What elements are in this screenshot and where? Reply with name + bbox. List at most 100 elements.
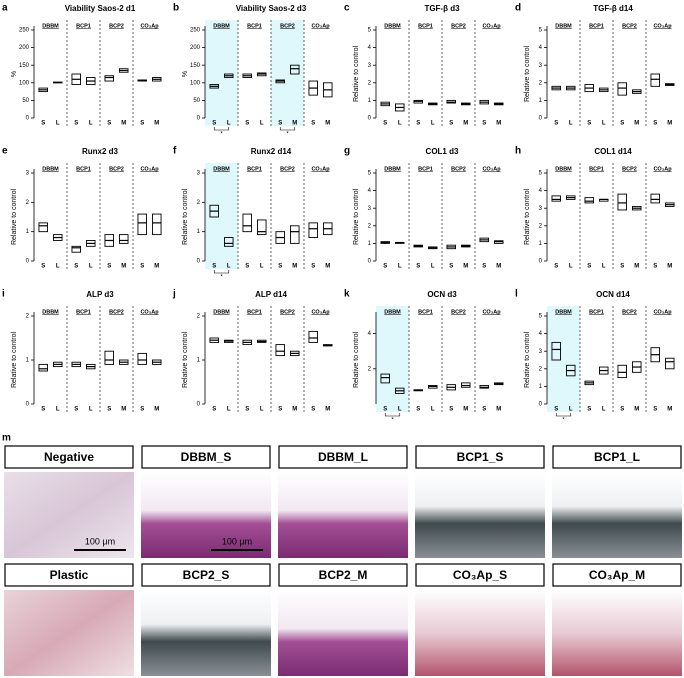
group-label: DBBM: [213, 309, 230, 315]
x-tick-label: M: [325, 264, 330, 270]
x-tick-label: S: [482, 121, 486, 127]
x-tick-label: M: [463, 264, 468, 270]
range-box: [38, 363, 48, 372]
y-tick-label: 0: [26, 402, 30, 408]
x-tick-label: S: [653, 264, 657, 270]
chart-title: OCN d14: [596, 290, 630, 299]
x-tick-label: S: [416, 121, 420, 127]
x-tick-label: S: [311, 407, 315, 413]
micrograph: [552, 472, 682, 558]
y-axis-label: Relative to control: [524, 189, 531, 245]
x-tick-label: S: [245, 407, 249, 413]
group-label: DBBM: [384, 23, 401, 29]
group-label: BCP1: [247, 23, 262, 29]
x-tick-label: M: [325, 121, 330, 127]
panel-label: f: [173, 146, 177, 157]
x-tick-label: S: [311, 121, 315, 127]
range-box: [308, 330, 318, 343]
x-tick-label: S: [278, 264, 282, 270]
x-tick-label: S: [212, 264, 216, 270]
x-tick-label: M: [634, 407, 639, 413]
group-label: BCP2: [280, 166, 295, 172]
x-tick-label: L: [602, 121, 606, 127]
scale-bar-label: 100 μm: [85, 536, 115, 546]
x-tick-label: S: [74, 121, 78, 127]
x-tick-label: M: [292, 407, 297, 413]
highlight: [205, 20, 238, 126]
chart-title: TGF-β d14: [593, 4, 633, 13]
x-tick-label: M: [496, 121, 501, 127]
x-tick-label: S: [212, 121, 216, 127]
y-tick-label: 0: [26, 259, 30, 265]
image-title: BCP1_L: [594, 450, 640, 464]
x-tick-label: S: [383, 407, 387, 413]
y-tick-label: 100: [19, 80, 30, 86]
x-tick-label: L: [227, 264, 231, 270]
y-tick-label: 0: [368, 116, 372, 122]
scale-bar-label: 100 μm: [222, 536, 252, 546]
x-tick-label: L: [260, 407, 264, 413]
image-title-box: [552, 445, 682, 469]
y-tick-label: 200: [190, 45, 201, 51]
y-tick-label: 0: [197, 259, 201, 265]
group-label: BCP1: [76, 166, 91, 172]
panel-label: b: [173, 3, 179, 14]
x-tick-label: S: [311, 264, 315, 270]
panel-label: k: [344, 289, 350, 300]
group-label: BCP1: [76, 23, 91, 29]
group-label: DBBM: [42, 309, 59, 315]
y-axis-label: Relative to control: [524, 46, 531, 102]
group-label: BCP2: [109, 23, 124, 29]
x-tick-label: L: [398, 264, 402, 270]
range-box: [617, 193, 627, 211]
significance-bracket: [279, 127, 296, 131]
x-tick-label: S: [140, 264, 144, 270]
y-tick-label: 3: [368, 63, 372, 69]
x-tick-label: S: [653, 407, 657, 413]
significance-text: *: [391, 418, 394, 424]
group-label: BCP2: [622, 309, 637, 315]
micrograph: [278, 472, 408, 558]
group-label: CO₃Ap: [482, 309, 501, 315]
y-tick-label: 1: [539, 98, 543, 104]
y-tick-label: 150: [19, 63, 30, 69]
x-tick-label: S: [587, 121, 591, 127]
significance-text: *: [562, 418, 565, 424]
y-tick-label: 2: [539, 80, 543, 86]
x-tick-label: S: [278, 407, 282, 413]
y-tick-label: 1: [26, 358, 30, 364]
image-title-box: [4, 445, 134, 469]
x-tick-label: S: [449, 407, 453, 413]
range-box: [137, 213, 147, 236]
group-label: CO₃Ap: [140, 309, 159, 315]
x-tick-label: L: [602, 407, 606, 413]
y-tick-label: 1: [368, 241, 372, 247]
x-tick-label: S: [482, 407, 486, 413]
x-tick-label: L: [227, 121, 231, 127]
group-label: BCP1: [589, 23, 604, 29]
y-axis-label: Relative to control: [353, 46, 360, 102]
image-title-box: [278, 445, 408, 469]
significance-bracket: [384, 413, 401, 417]
group-label: BCP2: [280, 23, 295, 29]
panel-label: a: [2, 3, 8, 14]
x-tick-label: M: [292, 121, 297, 127]
panel-label: i: [2, 289, 5, 300]
image-title-box: [552, 563, 682, 587]
x-tick-label: M: [121, 121, 126, 127]
group-label: DBBM: [42, 23, 59, 29]
x-tick-label: S: [212, 407, 216, 413]
x-tick-label: S: [554, 121, 558, 127]
range-box: [650, 193, 660, 204]
x-tick-label: L: [569, 264, 573, 270]
group-label: DBBM: [213, 166, 230, 172]
x-tick-label: S: [554, 407, 558, 413]
group-label: DBBM: [555, 309, 572, 315]
chart-title: Runx2 d14: [251, 147, 292, 156]
y-tick-label: 2: [26, 200, 30, 206]
group-label: DBBM: [42, 166, 59, 172]
x-tick-label: S: [74, 264, 78, 270]
x-tick-label: L: [398, 121, 402, 127]
y-axis-label: Relative to control: [182, 189, 189, 245]
y-tick-label: 4: [368, 188, 372, 194]
